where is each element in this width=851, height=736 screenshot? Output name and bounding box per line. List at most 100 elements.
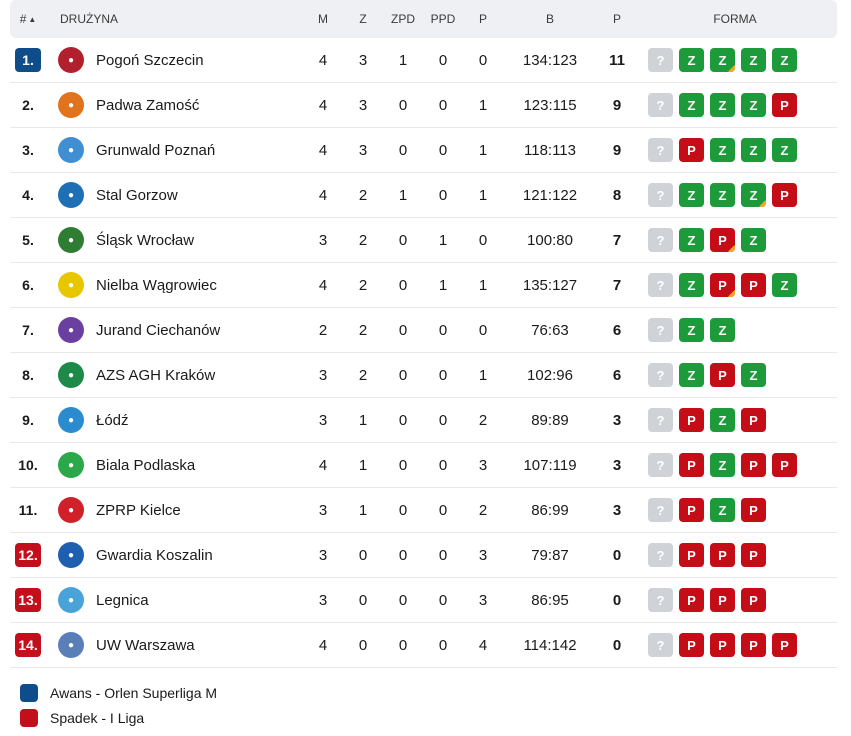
form-badge-win[interactable]: Z xyxy=(772,273,797,297)
form-badge-loss[interactable]: P xyxy=(741,453,766,477)
form-badge-win[interactable]: Z xyxy=(741,138,766,162)
form-badge-next[interactable]: ? xyxy=(648,588,673,612)
form-badge-loss[interactable]: P xyxy=(772,633,797,657)
table-row[interactable]: 14. ● UW Warszawa 4 0 0 0 4 114:142 0? P P P P xyxy=(10,623,837,668)
team-name-link[interactable]: Grunwald Poznań xyxy=(96,141,216,159)
header-team[interactable]: DRUŻYNA xyxy=(60,12,119,26)
form-badge-win[interactable]: Z xyxy=(710,408,735,432)
team-logo-icon[interactable]: ● xyxy=(58,407,84,433)
header-matches[interactable]: M xyxy=(318,12,328,26)
table-row[interactable]: 6. ● Nielba Wągrowiec 4 2 0 1 1 135:127 7? Z P P Z xyxy=(10,263,837,308)
form-badge-win[interactable]: Z xyxy=(679,363,704,387)
header-rank[interactable]: # ▲ xyxy=(15,12,41,26)
team-name-link[interactable]: Śląsk Wrocław xyxy=(96,231,195,249)
team-name-link[interactable]: Padwa Zamość xyxy=(96,96,200,114)
form-badge-win[interactable]: Z xyxy=(679,228,704,252)
team-name-link[interactable]: Pogoń Szczecin xyxy=(96,51,204,69)
table-row[interactable]: 2. ● Padwa Zamość 4 3 0 0 1 123:115 9? Z Z Z P xyxy=(10,83,837,128)
form-badge-loss[interactable]: P xyxy=(710,363,735,387)
form-badge-loss[interactable]: P xyxy=(741,543,766,567)
team-name-link[interactable]: Jurand Ciechanów xyxy=(96,321,221,339)
form-badge-win[interactable]: Z xyxy=(710,453,735,477)
table-row[interactable]: 11. ● ZPRP Kielce 3 1 0 0 2 86:99 3? P Z P xyxy=(10,488,837,533)
form-badge-next[interactable]: ? xyxy=(648,453,673,477)
table-row[interactable]: 4. ● Stal Gorzow 4 2 1 0 1 121:122 8? Z Z Z P xyxy=(10,173,837,218)
form-badge-win[interactable]: Z xyxy=(710,183,735,207)
form-badge-next[interactable]: ? xyxy=(648,228,673,252)
form-badge-win[interactable]: Z xyxy=(710,318,735,342)
form-badge-loss[interactable]: P xyxy=(679,138,704,162)
form-badge-next[interactable]: ? xyxy=(648,183,673,207)
form-badge-loss[interactable]: P xyxy=(741,633,766,657)
form-badge-loss[interactable]: P xyxy=(741,498,766,522)
form-badge-loss[interactable]: P xyxy=(710,543,735,567)
team-name-link[interactable]: Gwardia Koszalin xyxy=(96,546,213,564)
team-logo-icon[interactable]: ● xyxy=(58,272,84,298)
form-badge-win[interactable]: Z xyxy=(741,228,766,252)
team-logo-icon[interactable]: ● xyxy=(58,227,84,253)
header-points[interactable]: P xyxy=(612,12,621,26)
table-row[interactable]: 13. ● Legnica 3 0 0 0 3 86:95 0? P P P xyxy=(10,578,837,623)
form-badge-win[interactable]: Z xyxy=(772,138,797,162)
form-badge-loss[interactable]: P xyxy=(772,183,797,207)
form-badge-win[interactable]: Z xyxy=(741,363,766,387)
form-badge-win[interactable]: Z xyxy=(741,93,766,117)
form-badge-next[interactable]: ? xyxy=(648,633,673,657)
team-logo-icon[interactable]: ● xyxy=(58,137,84,163)
form-badge-next[interactable]: ? xyxy=(648,363,673,387)
team-logo-icon[interactable]: ● xyxy=(58,452,84,478)
team-logo-icon[interactable]: ● xyxy=(58,317,84,343)
form-badge-loss[interactable]: P xyxy=(710,588,735,612)
form-badge-win[interactable]: Z xyxy=(710,48,735,72)
form-badge-loss[interactable]: P xyxy=(772,453,797,477)
team-logo-icon[interactable]: ● xyxy=(58,632,84,658)
form-badge-next[interactable]: ? xyxy=(648,498,673,522)
team-logo-icon[interactable]: ● xyxy=(58,362,84,388)
form-badge-win[interactable]: Z xyxy=(772,48,797,72)
table-row[interactable]: 5. ● Śląsk Wrocław 3 2 0 1 0 100:80 7? Z P Z xyxy=(10,218,837,263)
table-row[interactable]: 1. ● Pogoń Szczecin 4 3 1 0 0 134:123 11? Z Z Z Z xyxy=(10,38,837,83)
form-badge-next[interactable]: ? xyxy=(648,93,673,117)
header-losses[interactable]: P xyxy=(478,12,487,26)
form-badge-loss[interactable]: P xyxy=(741,273,766,297)
form-badge-next[interactable]: ? xyxy=(648,138,673,162)
table-row[interactable]: 7. ● Jurand Ciechanów 2 2 0 0 0 76:63 6? Z Z xyxy=(10,308,837,353)
form-badge-win[interactable]: Z xyxy=(679,183,704,207)
team-logo-icon[interactable]: ● xyxy=(58,542,84,568)
form-badge-win[interactable]: Z xyxy=(741,183,766,207)
form-badge-win[interactable]: Z xyxy=(679,93,704,117)
form-badge-next[interactable]: ? xyxy=(648,318,673,342)
table-row[interactable]: 12. ● Gwardia Koszalin 3 0 0 0 3 79:87 0? P P P xyxy=(10,533,837,578)
form-badge-win[interactable]: Z xyxy=(710,93,735,117)
form-badge-loss[interactable]: P xyxy=(772,93,797,117)
table-row[interactable]: 8. ● AZS AGH Kraków 3 2 0 0 1 102:96 6? Z P Z xyxy=(10,353,837,398)
form-badge-loss[interactable]: P xyxy=(679,543,704,567)
header-wins-penalties[interactable]: ZPD xyxy=(391,12,415,26)
form-badge-loss[interactable]: P xyxy=(679,408,704,432)
form-badge-loss[interactable]: P xyxy=(710,273,735,297)
form-badge-win[interactable]: Z xyxy=(679,318,704,342)
team-logo-icon[interactable]: ● xyxy=(58,47,84,73)
form-badge-loss[interactable]: P xyxy=(679,588,704,612)
team-name-link[interactable]: UW Warszawa xyxy=(96,636,195,654)
team-logo-icon[interactable]: ● xyxy=(58,182,84,208)
team-logo-icon[interactable]: ● xyxy=(58,587,84,613)
team-name-link[interactable]: AZS AGH Kraków xyxy=(96,366,216,384)
team-name-link[interactable]: ZPRP Kielce xyxy=(96,501,181,519)
form-badge-loss[interactable]: P xyxy=(710,228,735,252)
header-losses-penalties[interactable]: PPD xyxy=(430,12,456,26)
form-badge-loss[interactable]: P xyxy=(741,408,766,432)
form-badge-next[interactable]: ? xyxy=(648,543,673,567)
team-logo-icon[interactable]: ● xyxy=(58,92,84,118)
form-badge-win[interactable]: Z xyxy=(741,48,766,72)
form-badge-loss[interactable]: P xyxy=(710,633,735,657)
form-badge-loss[interactable]: P xyxy=(679,633,704,657)
table-row[interactable]: 3. ● Grunwald Poznań 4 3 0 0 1 118:113 9? P Z Z Z xyxy=(10,128,837,173)
header-wins[interactable]: Z xyxy=(359,12,367,26)
form-badge-win[interactable]: Z xyxy=(710,498,735,522)
team-name-link[interactable]: Biala Podlaska xyxy=(96,456,196,474)
team-name-link[interactable]: Stal Gorzow xyxy=(96,186,178,204)
form-badge-loss[interactable]: P xyxy=(741,588,766,612)
team-name-link[interactable]: Nielba Wągrowiec xyxy=(96,276,217,294)
table-row[interactable]: 10. ● Biala Podlaska 4 1 0 0 3 107:119 3? P Z P P xyxy=(10,443,837,488)
